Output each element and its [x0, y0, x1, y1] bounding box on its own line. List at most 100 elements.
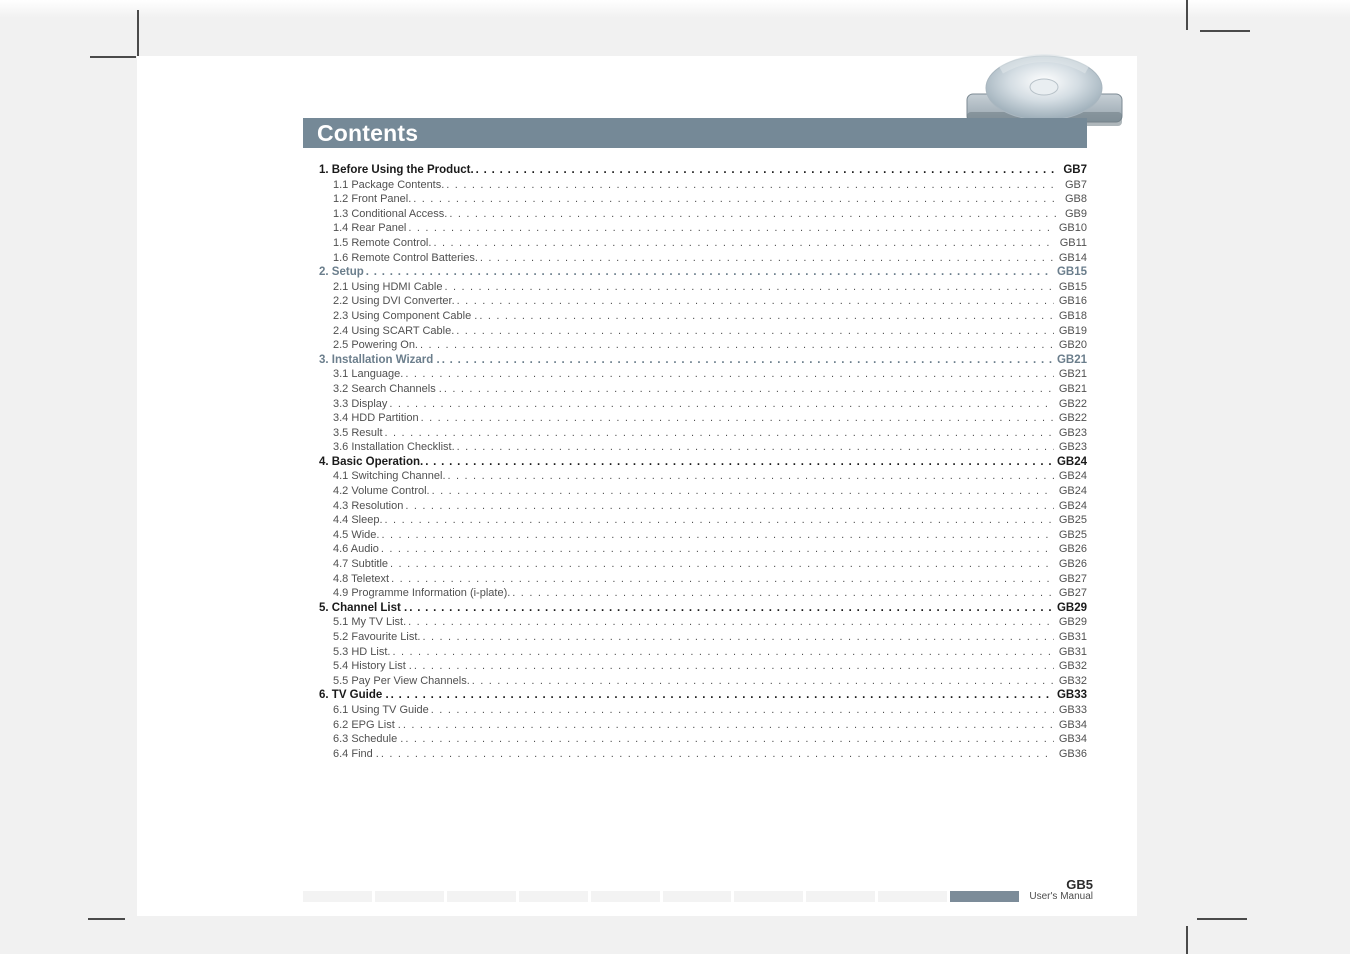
titlebar: Contents	[303, 118, 1087, 148]
toc-item: 1.2 Front Panel. GB8	[319, 193, 1087, 208]
toc-page-ref: GB8	[1062, 193, 1087, 206]
page-edge-fade	[0, 0, 1350, 22]
toc-leader-dots	[409, 602, 1052, 615]
toc-label: Basic Operation.	[319, 456, 423, 469]
toc-page-ref: GB25	[1056, 514, 1087, 527]
toc-page-ref: GB16	[1056, 295, 1087, 308]
table-of-contents: Before Using the Product.GB71.1 Package …	[319, 164, 1087, 762]
toc-page-ref: GB27	[1056, 587, 1087, 600]
toc-page-ref: GB29	[1056, 616, 1087, 629]
toc-label: 4.1 Switching Channel.	[319, 470, 446, 483]
toc-page-ref: GB26	[1056, 543, 1087, 556]
toc-item: 1.6 Remote Control Batteries.GB14	[319, 252, 1087, 267]
toc-item: 2.5 Powering On. GB20	[319, 339, 1087, 354]
toc-page-ref: GB32	[1056, 660, 1087, 673]
toc-item: 3.3 DisplayGB22	[319, 398, 1087, 413]
toc-item: 3.2 Search Channels .GB21	[319, 383, 1087, 398]
toc-page-ref: GB15	[1054, 266, 1087, 279]
toc-page-ref: GB24	[1054, 456, 1087, 469]
toc-item: 4.5 Wide.GB25	[319, 529, 1087, 544]
toc-page-ref: GB34	[1056, 733, 1087, 746]
toc-item: 4.4 Sleep. GB25	[319, 514, 1087, 529]
toc-label: 2.5 Powering On.	[319, 339, 418, 352]
toc-page-ref: GB36	[1056, 748, 1087, 761]
toc-page-ref: GB34	[1056, 719, 1087, 732]
toc-leader-dots	[381, 529, 1053, 542]
toc-leader-dots	[421, 412, 1054, 425]
toc-item: 5.5 Pay Per View Channels.GB32	[319, 675, 1087, 690]
toc-page-ref: GB24	[1056, 470, 1087, 483]
toc-label: 2.1 Using HDMI Cable	[319, 281, 442, 294]
footer-page-number: GB5	[1029, 877, 1093, 892]
toc-item: 6.4 Find .GB36	[319, 748, 1087, 763]
toc-item: 5.4 History List . GB32	[319, 660, 1087, 675]
toc-page-ref: GB31	[1056, 646, 1087, 659]
toc-page-ref: GB11	[1057, 237, 1087, 250]
toc-leader-dots	[381, 543, 1054, 556]
toc-leader-dots	[389, 398, 1053, 411]
toc-page-ref: GB21	[1054, 354, 1087, 367]
toc-label: 4.3 Resolution	[319, 500, 403, 513]
toc-item: 3.4 HDD PartitionGB22	[319, 412, 1087, 427]
toc-page-ref: GB33	[1056, 704, 1087, 717]
toc-item: 3.5 ResultGB23	[319, 427, 1087, 442]
toc-item: 1.1 Package Contents.GB7	[319, 179, 1087, 194]
toc-leader-dots	[408, 222, 1053, 235]
toc-leader-dots	[413, 193, 1060, 206]
toc-section: Before Using the Product.GB7	[319, 164, 1087, 179]
toc-label: 3.5 Result	[319, 427, 383, 440]
toc-section: Channel List .GB29	[319, 602, 1087, 617]
toc-label: 2.4 Using SCART Cable.	[319, 325, 454, 338]
toc-leader-dots	[391, 573, 1054, 586]
toc-page-ref: GB18	[1056, 310, 1087, 323]
toc-label: 4.4 Sleep.	[319, 514, 383, 527]
toc-label: 1.5 Remote Control.	[319, 237, 431, 250]
toc-label: Before Using the Product.	[319, 164, 474, 177]
toc-label: 6.2 EPG List .	[319, 719, 401, 732]
toc-label: 1.2 Front Panel.	[319, 193, 411, 206]
toc-label: 3.1 Language.	[319, 368, 403, 381]
toc-item: 2.3 Using Component Cable . GB18	[319, 310, 1087, 325]
page-title: Contents	[317, 120, 418, 147]
toc-label: 2.2 Using DVI Converter.	[319, 295, 455, 308]
toc-label: TV Guide .	[319, 689, 389, 702]
toc-page-ref: GB20	[1056, 339, 1087, 352]
toc-leader-dots	[405, 733, 1054, 746]
toc-leader-dots	[444, 383, 1054, 396]
toc-page-ref: GB14	[1056, 252, 1087, 265]
toc-leader-dots	[456, 325, 1054, 338]
toc-label: 3.6 Installation Checklist.	[319, 441, 455, 454]
toc-page-ref: GB15	[1056, 281, 1087, 294]
toc-leader-dots	[385, 427, 1054, 440]
toc-page-ref: GB7	[1062, 179, 1087, 192]
toc-leader-dots	[457, 295, 1054, 308]
toc-label: 2.3 Using Component Cable .	[319, 310, 477, 323]
toc-item: 1.5 Remote Control. GB11	[319, 237, 1087, 252]
toc-leader-dots	[392, 646, 1053, 659]
toc-page-ref: GB24	[1056, 500, 1087, 513]
toc-item: 5.3 HD List.GB31	[319, 646, 1087, 661]
toc-label: 5.4 History List .	[319, 660, 412, 673]
toc-label: Channel List .	[319, 602, 407, 615]
toc-label: 3.3 Display	[319, 398, 387, 411]
toc-page-ref: GB31	[1056, 631, 1087, 644]
toc-item: 2.1 Using HDMI Cable GB15	[319, 281, 1087, 296]
toc-page-ref: GB10	[1056, 222, 1087, 235]
toc-leader-dots	[479, 310, 1054, 323]
toc-page-ref: GB19	[1056, 325, 1087, 338]
toc-section: TV Guide .GB33	[319, 689, 1087, 704]
toc-leader-dots	[408, 616, 1054, 629]
toc-item: 4.9 Programme Information (i-plate). GB27	[319, 587, 1087, 602]
toc-item: 4.8 TeletextGB27	[319, 573, 1087, 588]
crop-mark	[1200, 30, 1250, 32]
toc-item: 4.7 SubtitleGB26	[319, 558, 1087, 573]
toc-leader-dots	[446, 179, 1060, 192]
toc-label: 5.2 Favourite List.	[319, 631, 420, 644]
toc-leader-dots	[420, 339, 1054, 352]
toc-label: 3.2 Search Channels .	[319, 383, 442, 396]
crop-mark	[1186, 926, 1188, 954]
toc-item: 4.3 Resolution GB24	[319, 500, 1087, 515]
toc-label: 4.9 Programme Information (i-plate).	[319, 587, 510, 600]
crop-mark	[1197, 918, 1247, 920]
toc-item: 4.6 AudioGB26	[319, 543, 1087, 558]
